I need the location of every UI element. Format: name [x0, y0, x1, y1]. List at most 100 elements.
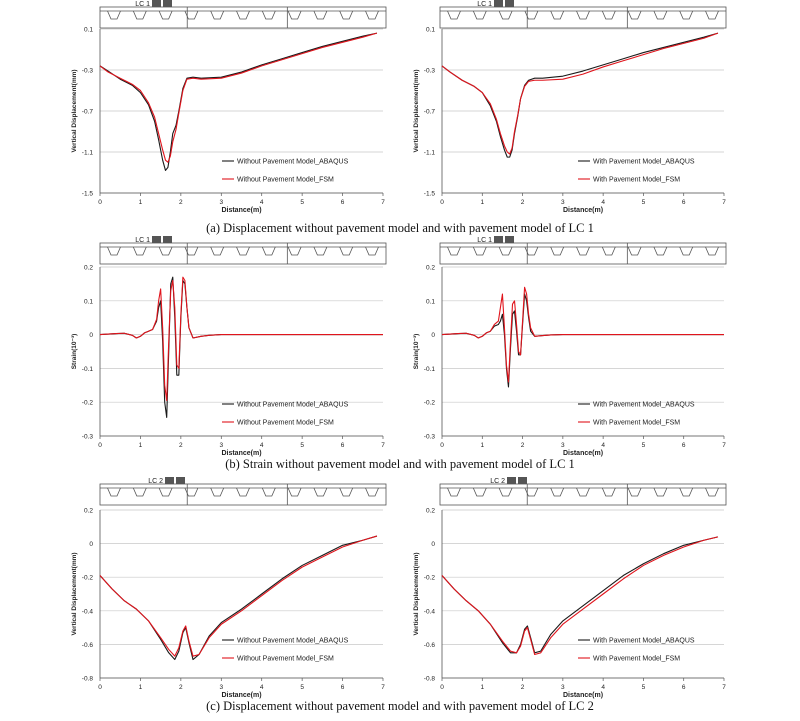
series-line-abaqus [99, 276, 383, 418]
u-rib [679, 487, 694, 497]
chart-panel-5: LC 2 0.2 0 -0.2 -0.4 -0.6 -0.8 0 1 2 3 4 5 6 7 Distance… [71, 477, 387, 699]
legend: Without Pavement Model_ABAQUS Without Pav… [222, 159, 349, 184]
y-tick-label: -0.6 [82, 642, 94, 649]
u-rib [158, 487, 173, 497]
y-axis-label: Strain(10⁻³) [71, 334, 78, 370]
wheel-load-block [163, 0, 172, 7]
u-rib [627, 487, 642, 497]
u-rib [107, 246, 121, 256]
deck-outline [99, 242, 387, 265]
x-tick-label: 6 [341, 684, 345, 691]
legend-entry: With Pavement Model_ABAQUS [593, 402, 695, 409]
u-rib [472, 487, 487, 497]
y-tick-label: -0.4 [424, 608, 436, 615]
x-axis-label: Distance(m) [221, 692, 261, 699]
u-rib [705, 10, 719, 20]
u-rib [472, 10, 487, 20]
x-tick-label: 3 [561, 199, 565, 206]
y-axis-label: Vertical Displacement(mm) [413, 552, 420, 635]
y-tick-label: 0.1 [426, 298, 435, 305]
u-rib [472, 246, 487, 256]
legend-entry: Without Pavement Model_FSM [237, 420, 334, 427]
series-line-abaqus [441, 32, 719, 158]
u-rib [447, 10, 461, 20]
u-rib [313, 487, 328, 497]
chart-panel-6: LC 2 0.2 0 -0.2 -0.4 -0.6 -0.8 0 1 2 3 4 5 6 7 Distance… [413, 477, 727, 699]
y-tick-label: 0.1 [84, 27, 93, 34]
u-rib [550, 10, 565, 20]
y-tick-label: -0.7 [82, 109, 94, 116]
x-tick-label: 6 [341, 442, 345, 449]
u-rib [132, 246, 147, 256]
u-rib [524, 246, 539, 256]
x-axis-label: Distance(m) [563, 207, 603, 214]
bridge-schematic: LC 1 [99, 236, 387, 265]
x-tick-label: 2 [179, 199, 183, 206]
legend-entry: Without Pavement Model_FSM [237, 656, 334, 663]
x-tick-label: 1 [480, 199, 484, 206]
y-tick-label: 0 [431, 541, 435, 548]
x-tick-label: 4 [260, 684, 264, 691]
x-tick-label: 6 [682, 199, 686, 206]
u-rib [184, 246, 199, 256]
x-tick-label: 0 [440, 442, 444, 449]
x-tick-label: 5 [642, 199, 646, 206]
y-axis-label: Strain(10⁻³) [413, 334, 420, 370]
deck-outline [439, 242, 727, 265]
x-tick-label: 3 [219, 684, 223, 691]
load-case-label: LC 1 [135, 237, 150, 244]
y-tick-label: -0.3 [82, 68, 94, 75]
deck-outline [439, 6, 727, 29]
u-rib [236, 487, 250, 497]
u-rib [158, 10, 173, 20]
legend: Without Pavement Model_ABAQUS Without Pav… [222, 638, 349, 663]
u-rib [313, 246, 328, 256]
y-tick-label: 0 [431, 332, 435, 339]
x-tick-label: 5 [642, 684, 646, 691]
u-rib [107, 487, 121, 497]
y-tick-label: -0.2 [82, 575, 94, 582]
x-tick-label: 7 [381, 684, 385, 691]
u-rib [550, 487, 565, 497]
series-line-fsm [441, 286, 724, 383]
y-tick-label: -0.4 [82, 608, 94, 615]
legend-entry: Without Pavement Model_ABAQUS [237, 402, 349, 409]
y-tick-label: 0.2 [84, 508, 93, 515]
wheel-load-block [152, 236, 161, 243]
y-tick-label: -0.2 [424, 400, 436, 407]
y-tick-label: 0.2 [84, 265, 93, 272]
u-rib [287, 487, 302, 497]
legend-entry: Without Pavement Model_FSM [237, 177, 334, 184]
x-tick-label: 1 [480, 684, 484, 691]
u-rib [601, 487, 616, 497]
wheel-load-block [507, 477, 516, 484]
legend: With Pavement Model_ABAQUS With Pavement … [578, 638, 695, 663]
x-tick-label: 0 [440, 684, 444, 691]
legend: With Pavement Model_ABAQUS With Pavement … [578, 402, 695, 427]
u-rib [705, 246, 719, 256]
caption-b: (b) Strain without pavement model and wi… [225, 457, 575, 471]
caption-a: (a) Displacement without pavement model … [206, 221, 594, 235]
y-tick-label: -0.3 [424, 68, 436, 75]
series-line-fsm [441, 32, 719, 155]
x-tick-label: 1 [139, 199, 143, 206]
y-tick-label: -0.8 [424, 676, 436, 683]
x-tick-label: 4 [601, 199, 605, 206]
u-rib [184, 10, 199, 20]
legend-entry: Without Pavement Model_ABAQUS [237, 638, 349, 645]
u-rib [653, 10, 668, 20]
x-tick-label: 0 [98, 199, 102, 206]
x-tick-label: 7 [381, 442, 385, 449]
y-tick-label: -0.1 [424, 366, 436, 373]
legend-entry: With Pavement Model_ABAQUS [593, 638, 695, 645]
u-rib [210, 487, 225, 497]
u-rib [576, 10, 590, 20]
series-line-abaqus [441, 536, 719, 654]
y-tick-label: -0.6 [424, 642, 436, 649]
u-rib [447, 246, 461, 256]
y-tick-label: -0.2 [82, 400, 94, 407]
u-rib [576, 246, 590, 256]
y-tick-label: -0.3 [424, 434, 436, 441]
bridge-schematic: LC 2 [99, 477, 387, 506]
u-rib [550, 246, 565, 256]
